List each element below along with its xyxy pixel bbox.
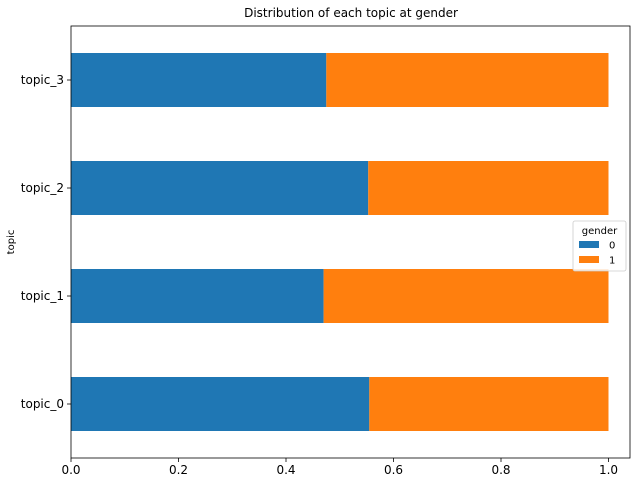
bar-topic_0-gender-1	[369, 377, 609, 431]
legend-swatch-1	[579, 256, 599, 263]
x-tick-label: 0.6	[384, 463, 403, 477]
bar-topic_0-gender-0	[71, 377, 370, 431]
plot-frame	[70, 25, 631, 459]
y-tick-label-topic_3: topic_3	[21, 73, 64, 87]
x-tick-label: 0.0	[61, 463, 80, 477]
legend-title: gender	[582, 226, 618, 237]
chart-title: Distribution of each topic at gender	[244, 6, 458, 20]
bar-topic_1-gender-0	[71, 269, 324, 323]
legend-swatch-0	[579, 241, 599, 248]
bar-topic_2-gender-0	[71, 161, 369, 215]
bar-topic_2-gender-1	[368, 161, 609, 215]
axes-layer: 0.0 0.2 0.4 0.6 0.8 1.0 topic_0 topic_1 topic_2 t…	[21, 25, 631, 477]
legend-label-0: 0	[609, 241, 615, 252]
y-axis-label: topic	[6, 230, 17, 255]
x-tick-label: 0.2	[169, 463, 188, 477]
bar-topic_3-gender-0	[71, 53, 327, 107]
x-tick-label: 1.0	[599, 463, 618, 477]
bars-layer	[71, 53, 609, 431]
bar-topic_3-gender-1	[326, 53, 609, 107]
y-tick-label-topic_0: topic_0	[21, 397, 64, 411]
y-tick-label-topic_2: topic_2	[21, 181, 64, 195]
y-tick-label-topic_1: topic_1	[21, 289, 64, 303]
legend: gender 0 1	[572, 220, 627, 272]
legend-label-1: 1	[609, 256, 615, 267]
x-tick-label: 0.4	[276, 463, 295, 477]
x-tick-label: 0.8	[491, 463, 510, 477]
bar-topic_1-gender-1	[323, 269, 609, 323]
